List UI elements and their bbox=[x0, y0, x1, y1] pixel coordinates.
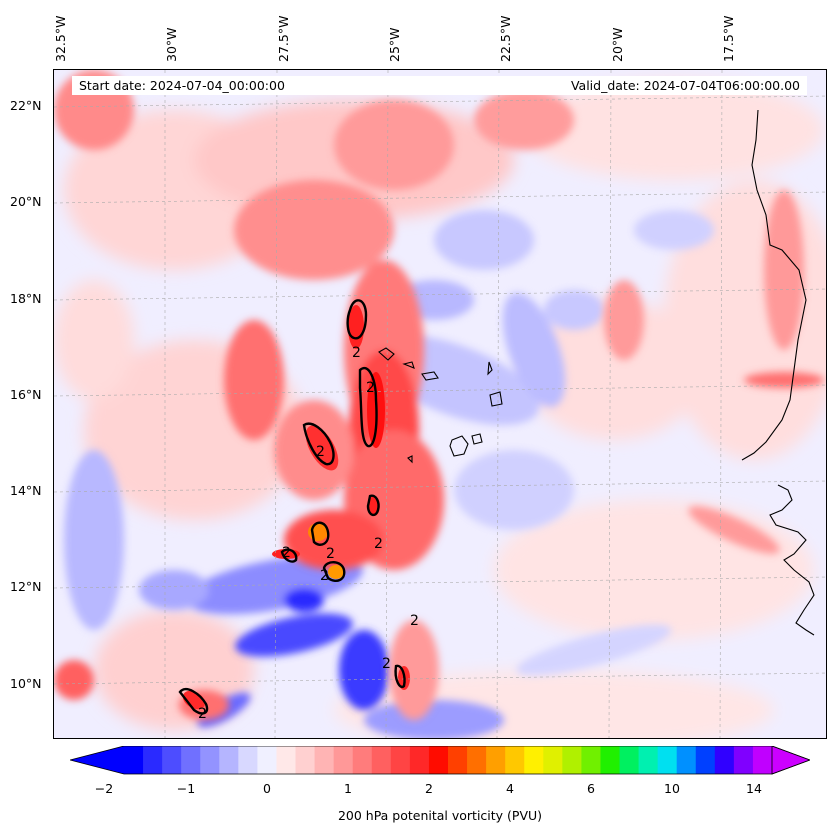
colorbar-segment bbox=[238, 746, 259, 774]
colorbar-segment bbox=[619, 746, 640, 774]
lat-label-18n: 18°N bbox=[10, 291, 42, 306]
colorbar-segment bbox=[676, 746, 697, 774]
date-info-bar: Start date: 2024-07-04_00:00:00 Valid_da… bbox=[72, 76, 807, 95]
colorbar-outline bbox=[70, 746, 810, 775]
lat-label-20n: 20°N bbox=[10, 194, 42, 209]
colorbar-tick: 6 bbox=[587, 781, 595, 796]
contour-label: 2 bbox=[410, 613, 419, 629]
colorbar-segment bbox=[314, 746, 335, 774]
colorbar-segment bbox=[295, 746, 316, 774]
lat-label-16n: 16°N bbox=[10, 387, 42, 402]
colorbar-segment bbox=[219, 746, 239, 774]
lon-label-20w: 20°W bbox=[610, 27, 625, 62]
colorbar-tick: −1 bbox=[176, 781, 196, 796]
lat-label-14n: 14°N bbox=[10, 483, 42, 498]
colorbar-segment bbox=[562, 746, 583, 774]
pv-2-contour-labels: 2 2 2 2 2 2 2 2 2 2 bbox=[198, 345, 419, 722]
coastlines bbox=[378, 109, 815, 636]
colorbar-segment bbox=[181, 746, 201, 774]
colorbar-extend-low bbox=[70, 746, 124, 774]
colorbar-segment bbox=[581, 746, 602, 774]
colorbar-segment bbox=[524, 746, 544, 774]
lon-label-32-5w: 32.5°W bbox=[53, 15, 68, 62]
colorbar-segment bbox=[733, 746, 754, 774]
start-date-label: Start date: 2024-07-04_00:00:00 bbox=[79, 78, 285, 93]
pv-2-contours bbox=[178, 299, 406, 715]
valid-date-label: Valid_date: 2024-07-04T06:00:00.00 bbox=[570, 78, 800, 93]
colorbar-segment bbox=[448, 746, 468, 774]
colorbar-tick: 4 bbox=[506, 781, 514, 796]
colorbar-segment bbox=[257, 746, 278, 774]
contour-label: 2 bbox=[198, 706, 207, 722]
contour-label: 2 bbox=[282, 545, 291, 561]
lon-label-27-5w: 27.5°W bbox=[276, 15, 291, 62]
colorbar-tick: 1 bbox=[344, 781, 352, 796]
lon-label-30w: 30°W bbox=[164, 27, 179, 62]
colorbar-segment bbox=[428, 746, 449, 774]
colorbar-segment bbox=[200, 746, 220, 774]
colorbar-tick: −2 bbox=[94, 781, 114, 796]
colorbar-segment bbox=[486, 746, 506, 774]
colorbar-segment bbox=[276, 746, 297, 774]
pv-negative-field bbox=[64, 210, 714, 738]
contour-label: 2 bbox=[320, 568, 329, 584]
colorbar-segment bbox=[714, 746, 735, 774]
lon-label-25w: 25°W bbox=[387, 27, 402, 62]
colorbar-extend-high bbox=[771, 746, 810, 775]
colorbar-tick: 0 bbox=[263, 781, 271, 796]
colorbar-segment bbox=[124, 746, 144, 774]
colorbar-segment bbox=[638, 746, 659, 774]
colorbar-segment bbox=[371, 746, 392, 774]
pv-contour-map: 2 2 2 2 2 2 2 2 2 2 bbox=[54, 70, 826, 738]
colorbar-segment bbox=[467, 746, 487, 774]
colorbar-label: 200 hPa potenital vorticity (PVU) bbox=[337, 808, 543, 823]
colorbar-segment bbox=[752, 746, 773, 774]
map-panel[interactable]: 2 2 2 2 2 2 2 2 2 2 bbox=[53, 69, 827, 739]
colorbar-segment bbox=[657, 746, 678, 774]
colorbar-tick: 10 bbox=[664, 781, 680, 796]
graticule bbox=[54, 70, 826, 738]
colorbar-segments bbox=[124, 746, 773, 774]
lat-label-12n: 12°N bbox=[10, 579, 42, 594]
colorbar-segment bbox=[543, 746, 563, 774]
colorbar-tick: 14 bbox=[746, 781, 762, 796]
colorbar-segment bbox=[600, 746, 621, 774]
colorbar-tick: 2 bbox=[425, 781, 433, 796]
contour-label: 2 bbox=[316, 444, 325, 460]
colorbar-segment bbox=[390, 746, 411, 774]
colorbar-segment bbox=[505, 746, 525, 774]
colorbar-segment bbox=[333, 746, 354, 774]
contour-label: 2 bbox=[382, 656, 391, 672]
contour-label: 2 bbox=[366, 380, 375, 396]
colorbar-segment bbox=[143, 746, 163, 774]
colorbar-segment bbox=[352, 746, 373, 774]
colorbar-segment bbox=[695, 746, 716, 774]
lon-label-17-5w: 17.5°W bbox=[721, 15, 736, 62]
colorbar bbox=[70, 746, 810, 775]
contour-label: 2 bbox=[352, 345, 361, 361]
lat-label-22n: 22°N bbox=[10, 98, 42, 113]
contour-label: 2 bbox=[326, 546, 335, 562]
lat-label-10n: 10°N bbox=[10, 676, 42, 691]
lon-label-22-5w: 22.5°W bbox=[498, 15, 513, 62]
contour-label: 2 bbox=[374, 536, 383, 552]
colorbar-segment bbox=[409, 746, 430, 774]
colorbar-segment bbox=[162, 746, 182, 774]
